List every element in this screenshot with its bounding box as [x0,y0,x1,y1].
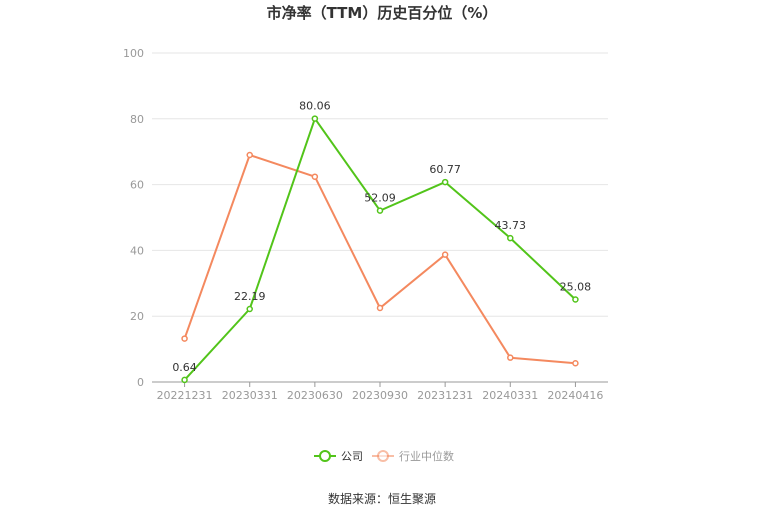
legend-company-marker-icon [319,450,331,462]
x-tick-label: 20240331 [482,389,538,402]
series-0-point[interactable] [246,305,253,313]
x-tick-label: 20230630 [287,389,343,402]
y-tick-label: 80 [130,113,144,126]
series-0-point[interactable] [376,207,384,214]
y-tick-label: 20 [130,310,144,323]
series-1-point[interactable] [376,304,384,312]
legend-industry-marker-icon [377,450,389,462]
series-0-point[interactable] [311,115,319,122]
series-0-point[interactable] [572,296,579,303]
data-label: 43.73 [495,219,527,232]
y-tick-label: 100 [123,47,144,60]
y-tick-label: 0 [137,376,144,389]
series-0-point[interactable] [507,234,514,242]
data-label: 80.06 [299,100,331,113]
series-1-point[interactable] [181,335,188,342]
x-axis: 20221231 20230331 20230630 20230930 20231231… [152,381,608,402]
series-line-1 [183,154,576,365]
data-source: 数据来源：恒生聚源 [328,491,436,506]
grid: 0 20 40 60 80 100 [123,47,608,389]
y-tick-label: 60 [130,179,144,192]
legend-industry-label: 行业中位数 [399,449,454,463]
data-label: 52.09 [364,192,396,205]
data-labels: 0.64 22.19 80.06 52.09 60.77 43.73 25.08 [172,100,591,374]
x-tick-label: 20221231 [157,389,213,402]
series-line-0 [183,117,577,381]
series-1-point[interactable] [311,173,319,180]
x-tick-label: 20240416 [547,389,603,402]
chart-title: 市净率（TTM）历史百分位（%） [267,4,498,22]
series-1-point[interactable] [507,354,514,361]
y-tick-label: 40 [130,244,144,257]
series-1-point[interactable] [246,151,253,159]
data-label: 25.08 [560,280,592,293]
series-1-point[interactable] [441,251,449,258]
plot-area [181,115,579,384]
legend: 公司 行业中位数 [314,449,454,463]
legend-company-label: 公司 [341,450,363,463]
x-tick-label: 20231231 [417,389,473,402]
x-tick-label: 20230930 [352,389,408,402]
series-1-point[interactable] [572,359,579,367]
data-label: 22.19 [234,290,266,303]
data-label: 0.64 [172,361,197,374]
legend-item-company[interactable]: 公司 [314,450,363,463]
x-tick-label: 20230331 [222,389,278,402]
series-0-point[interactable] [181,376,188,384]
data-label: 60.77 [429,163,461,176]
series-0-point[interactable] [441,178,449,186]
legend-item-industry-median[interactable]: 行业中位数 [372,449,454,463]
